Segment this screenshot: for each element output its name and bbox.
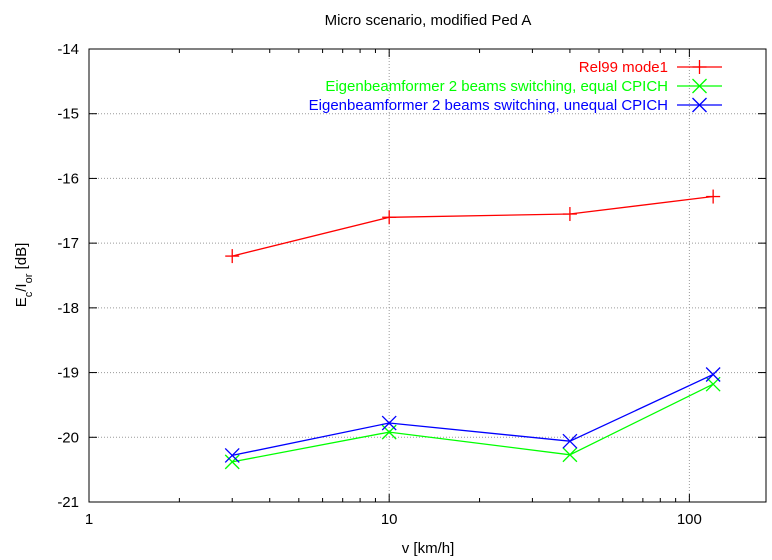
series-line-3 (232, 373, 714, 457)
x-tick-label: 10 (381, 511, 398, 528)
y-axis-label: Ec/Ior [dB] (13, 243, 35, 308)
x-tick-label: 100 (677, 511, 702, 528)
legend-label-2: Eigenbeamformer 2 beams switching, equal… (325, 78, 668, 95)
y-label-sub-c: c (23, 291, 35, 297)
plot-frame (88, 48, 767, 503)
y-label-sub-or: or (23, 273, 35, 283)
chart-title: Micro scenario, modified Ped A (325, 12, 532, 29)
legend-label-1: Rel99 mode1 (579, 59, 668, 76)
data-point-series-3 (562, 433, 578, 449)
y-label-unit: [dB] (13, 243, 30, 274)
y-tick-label: -15 (57, 106, 79, 123)
y-tick-label: -14 (57, 41, 79, 58)
series-line-1 (232, 195, 714, 257)
x-axis-label: v [km/h] (402, 540, 455, 557)
x-tick-label: 1 (85, 511, 93, 528)
y-label-e: E (13, 297, 30, 307)
y-tick-label: -17 (57, 235, 79, 252)
axis-ticks: -21 -20 -19 -18 -17 -16 -15 -14 1 10 100 (57, 41, 766, 528)
data-point-series-3 (705, 367, 721, 382)
y-tick-label: -19 (57, 365, 79, 382)
y-tick-label: -21 (57, 494, 79, 511)
y-tick-label: -20 (57, 429, 79, 446)
data-point-series-3 (224, 447, 240, 463)
data-point-series-2 (224, 454, 240, 470)
series-layer (224, 189, 721, 470)
legend: Rel99 mode1 Eigenbeamformer 2 beams switc… (309, 59, 722, 114)
legend-marker-2 (692, 78, 707, 94)
series-line-2 (232, 383, 714, 463)
grid-lines (89, 49, 766, 502)
data-point-series-3 (381, 415, 397, 431)
legend-label-3: Eigenbeamformer 2 beams switching, unequ… (309, 97, 668, 114)
legend-marker-3 (692, 97, 707, 113)
y-tick-label: -16 (57, 170, 79, 187)
y-tick-label: -18 (57, 300, 79, 317)
data-point-series-2 (562, 447, 578, 463)
y-label-slash-i: /I (13, 283, 30, 291)
